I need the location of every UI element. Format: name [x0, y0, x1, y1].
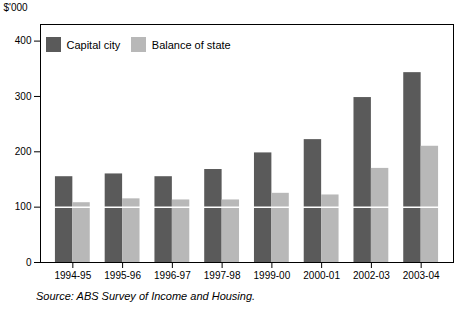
- svg-text:1995-96: 1995-96: [104, 270, 141, 281]
- svg-text:2003-04: 2003-04: [403, 270, 440, 281]
- svg-text:400: 400: [15, 35, 32, 46]
- svg-text:100: 100: [15, 201, 32, 212]
- svg-text:1999-00: 1999-00: [254, 270, 291, 281]
- svg-text:1997-98: 1997-98: [204, 270, 241, 281]
- svg-text:1996-97: 1996-97: [154, 270, 191, 281]
- html-text:Capital city: Capital city: [66, 38, 121, 51]
- svg-text:2002-03: 2002-03: [353, 270, 390, 281]
- html-text:Source: ABS Survey of Income a: Source: ABS Survey of Income and Housing…: [36, 290, 256, 302]
- svg-text:200: 200: [15, 146, 32, 157]
- html-text:Balance of state: Balance of state: [151, 38, 231, 51]
- svg-text:2000-01: 2000-01: [303, 270, 340, 281]
- svg-text:0: 0: [26, 257, 32, 268]
- svg-text:$'000: $'000: [4, 2, 29, 13]
- svg-text:1994-95: 1994-95: [54, 270, 91, 281]
- svg-text:300: 300: [15, 91, 32, 102]
